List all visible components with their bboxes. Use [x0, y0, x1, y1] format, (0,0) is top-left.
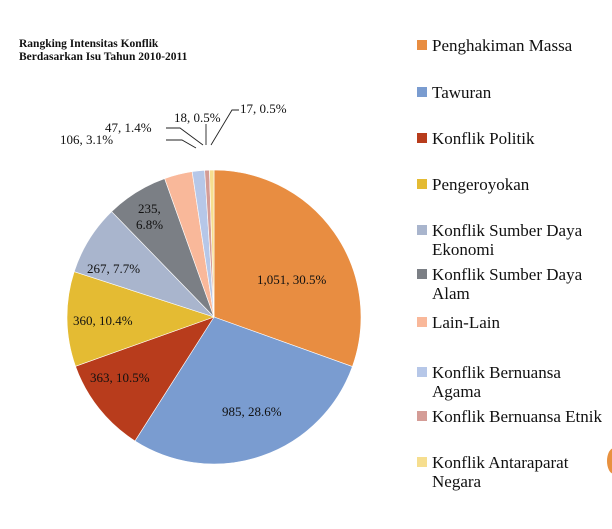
legend-swatch [417, 457, 427, 467]
pie-slice-pengeroyokan [66, 271, 215, 367]
label-sumber-daya-alam-value: 235, [138, 201, 161, 216]
pie-slice-tawuran [134, 316, 353, 465]
legend-swatch [417, 87, 427, 97]
label-etnik: 18, 0.5% [174, 110, 221, 125]
legend-label: Konflik Sumber Daya Ekonomi [432, 221, 583, 259]
label-penghakiman-massa: 1,051, 30.5% [257, 272, 327, 287]
legend-label: Pengeroyokan [432, 175, 530, 194]
legend-swatch [417, 411, 427, 421]
label-konflik-politik: 363, 10.5% [90, 370, 150, 385]
legend-swatch [417, 269, 427, 279]
label-sumber-daya-alam-pct: 6.8% [136, 217, 163, 232]
legend-label: Tawuran [432, 83, 492, 102]
legend-swatch [417, 225, 427, 235]
legend-label: Konflik Politik [432, 129, 535, 148]
legend-item-antaraparat: Konflik Antaraparat Negara [417, 453, 612, 491]
legend-swatch [417, 317, 427, 327]
leader-line-antaraparat [210, 109, 239, 146]
label-pengeroyokan: 360, 10.4% [73, 313, 133, 328]
legend-item-tawuran: Tawuran [417, 83, 612, 102]
legend-item-penghakiman-massa: Penghakiman Massa [417, 36, 612, 55]
legend-swatch [417, 40, 427, 50]
label-antaraparat: 17, 0.5% [240, 101, 287, 116]
legend-label: Penghakiman Massa [432, 36, 573, 55]
leader-line-lain-lain [166, 139, 197, 149]
legend-item-sumber-daya-alam: Konflik Sumber Daya Alam [417, 265, 612, 303]
legend-label: Konflik Bernuansa Agama [432, 363, 561, 401]
label-lain-lain: 106, 3.1% [60, 132, 113, 147]
decorative-orange-circle [607, 448, 612, 474]
legend-item-konflik-politik: Konflik Politik [417, 129, 612, 148]
legend-label: Lain-Lain [432, 313, 500, 332]
pie-slice-konflik-antaraparat-negara [209, 169, 215, 318]
label-tawuran: 985, 28.6% [222, 404, 282, 419]
legend-item-lain-lain: Lain-Lain [417, 313, 612, 332]
legend-item-agama: Konflik Bernuansa Agama [417, 363, 612, 401]
legend-label: Konflik Antaraparat Negara [432, 453, 569, 491]
label-agama: 47, 1.4% [105, 120, 152, 135]
legend-item-etnik: Konflik Bernuansa Etnik [417, 407, 612, 426]
chart-title: Rangking Intensitas Konflik Berdasarkan … [19, 38, 187, 64]
chart-title-line-1: Rangking Intensitas Konflik [19, 38, 159, 50]
legend-label: Konflik Bernuansa Etnik [432, 407, 602, 426]
legend-item-sumber-daya-ekonomi: Konflik Sumber Daya Ekonomi [417, 221, 612, 259]
leader-line-agama [166, 127, 204, 146]
legend-swatch [417, 367, 427, 377]
legend-swatch [417, 133, 427, 143]
leader-lines [166, 109, 239, 149]
pie-slice-penghakiman-massa [213, 169, 362, 367]
label-sumber-daya-ekonomi: 267, 7.7% [87, 261, 140, 276]
legend-swatch [417, 179, 427, 189]
legend-label: Konflik Sumber Daya Alam [432, 265, 583, 303]
pie-slices [66, 169, 362, 465]
pie-slice-konflik-politik [75, 316, 215, 442]
chart-title-line-2: Berdasarkan Isu Tahun 2010-2011 [19, 51, 188, 63]
legend-item-pengeroyokan: Pengeroyokan [417, 175, 612, 194]
